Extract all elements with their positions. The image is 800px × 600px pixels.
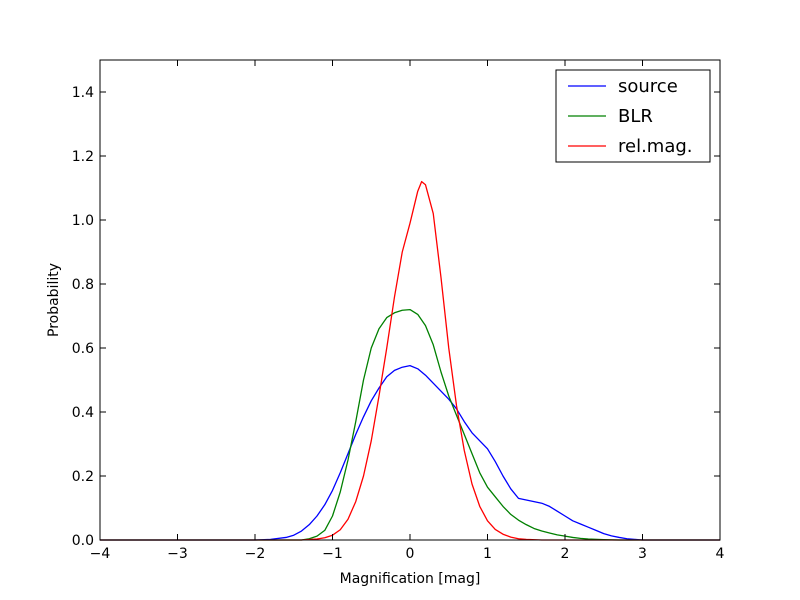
y-tick-label: 1.4 <box>72 85 94 101</box>
x-tick-label: −2 <box>245 546 266 562</box>
y-tick-label: 0.6 <box>72 341 94 357</box>
legend-label-2: rel.mag. <box>618 136 693 157</box>
x-tick-label: 0 <box>406 546 415 562</box>
legend-label-1: BLR <box>618 106 653 127</box>
y-axis-title: Probability <box>46 263 62 337</box>
series-line-2 <box>100 180 720 541</box>
y-tick-label: 0.4 <box>72 405 94 421</box>
ticks-layer: −4 −3 −2 −1 0 1 2 3 4 0.0 0.2 0.4 0.6 0.8 1.0 1.2 1.4 <box>72 60 725 562</box>
series-line-1 <box>100 308 720 541</box>
x-tick-label: 2 <box>561 546 570 562</box>
legend: source BLR rel.mag. <box>555 69 711 163</box>
x-tick-label: −3 <box>167 546 188 562</box>
y-tick-label: 0.2 <box>72 469 94 485</box>
legend-label-0: source <box>618 76 678 97</box>
y-tick-label: 0.8 <box>72 277 94 293</box>
x-tick-label: 3 <box>638 546 647 562</box>
y-tick-label: 1.2 <box>72 149 94 165</box>
series-layer <box>100 180 720 541</box>
x-tick-label: 4 <box>716 546 725 562</box>
x-axis-title: Magnification [mag] <box>340 571 481 587</box>
x-tick-label: −1 <box>322 546 343 562</box>
x-tick-label: −4 <box>90 546 111 562</box>
y-tick-label: 0.0 <box>72 533 94 549</box>
x-tick-label: 1 <box>483 546 492 562</box>
plot-frame <box>99 59 721 541</box>
y-tick-label: 1.0 <box>72 213 94 229</box>
